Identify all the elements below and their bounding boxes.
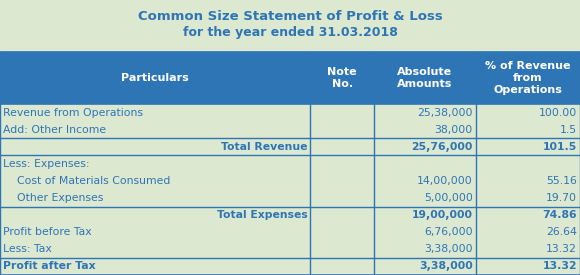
Text: 3,38,000: 3,38,000 bbox=[424, 244, 473, 254]
Text: Particulars: Particulars bbox=[121, 73, 189, 83]
Text: 6,76,000: 6,76,000 bbox=[424, 227, 473, 237]
Text: Add: Other Income: Add: Other Income bbox=[3, 125, 106, 135]
Bar bbox=[0, 258, 580, 275]
Text: Cost of Materials Consumed: Cost of Materials Consumed bbox=[3, 176, 171, 186]
Bar bbox=[0, 155, 580, 172]
Text: 5,00,000: 5,00,000 bbox=[424, 193, 473, 203]
Bar bbox=[0, 189, 580, 207]
Text: Profit before Tax: Profit before Tax bbox=[3, 227, 92, 237]
Bar bbox=[0, 52, 580, 104]
Text: 14,00,000: 14,00,000 bbox=[417, 176, 473, 186]
Text: Other Expenses: Other Expenses bbox=[3, 193, 103, 203]
Bar bbox=[0, 104, 580, 121]
Text: 74.86: 74.86 bbox=[542, 210, 577, 220]
Text: Less: Expenses:: Less: Expenses: bbox=[3, 159, 89, 169]
Text: 13.32: 13.32 bbox=[542, 262, 577, 271]
Text: 25,38,000: 25,38,000 bbox=[417, 108, 473, 117]
Bar bbox=[0, 121, 580, 138]
Text: 25,76,000: 25,76,000 bbox=[411, 142, 473, 152]
Text: 3,38,000: 3,38,000 bbox=[419, 262, 473, 271]
Bar bbox=[0, 138, 580, 155]
Text: 38,000: 38,000 bbox=[434, 125, 473, 135]
Text: Absolute
Amounts: Absolute Amounts bbox=[397, 67, 452, 89]
Text: for the year ended 31.03.2018: for the year ended 31.03.2018 bbox=[183, 26, 397, 39]
Text: Revenue from Operations: Revenue from Operations bbox=[3, 108, 143, 117]
Text: Note
No.: Note No. bbox=[327, 67, 357, 89]
Text: % of Revenue
from
Operations: % of Revenue from Operations bbox=[485, 61, 571, 95]
Text: Common Size Statement of Profit & Loss: Common Size Statement of Profit & Loss bbox=[137, 10, 443, 23]
Text: Total Expenses: Total Expenses bbox=[216, 210, 307, 220]
Text: Less: Tax: Less: Tax bbox=[3, 244, 52, 254]
Text: 26.64: 26.64 bbox=[546, 227, 577, 237]
Bar bbox=[0, 172, 580, 189]
Bar bbox=[0, 224, 580, 241]
Text: 13.32: 13.32 bbox=[546, 244, 577, 254]
Bar bbox=[0, 207, 580, 224]
Bar bbox=[0, 241, 580, 258]
Text: 1.5: 1.5 bbox=[560, 125, 577, 135]
Text: 19,00,000: 19,00,000 bbox=[412, 210, 473, 220]
Text: 100.00: 100.00 bbox=[539, 108, 577, 117]
Text: 101.5: 101.5 bbox=[543, 142, 577, 152]
Text: Total Revenue: Total Revenue bbox=[221, 142, 307, 152]
Text: 19.70: 19.70 bbox=[546, 193, 577, 203]
Text: 55.16: 55.16 bbox=[546, 176, 577, 186]
Text: Profit after Tax: Profit after Tax bbox=[3, 262, 96, 271]
